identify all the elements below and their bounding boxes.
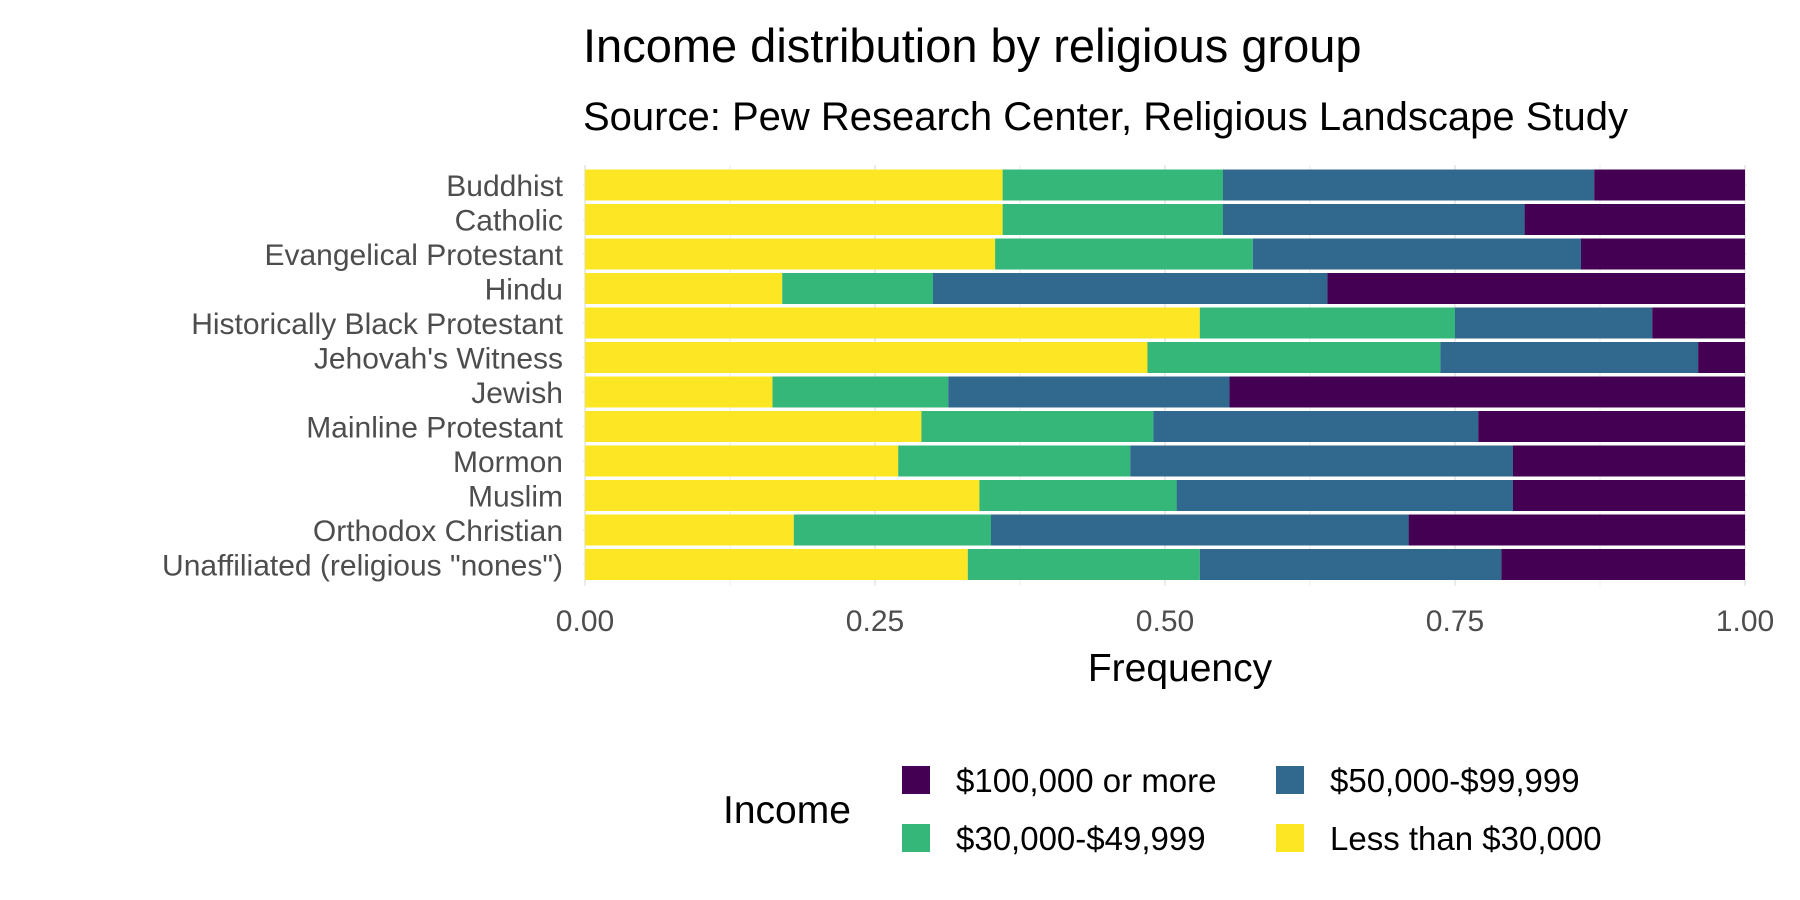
bar-segment-less-than-30-000 (585, 445, 899, 477)
bar-segment-less-than-30-000 (585, 342, 1148, 373)
bar-segment-100-000-or-more (1229, 376, 1745, 408)
category-label: Unaffiliated (religious "nones") (162, 550, 563, 583)
bar-segment-100-000-or-more (1652, 307, 1745, 339)
x-tick-label: 1.00 (1716, 605, 1774, 638)
bar-segment-30-000-49-999 (967, 549, 1200, 580)
bar-segment-30-000-49-999 (921, 411, 1154, 442)
bar-segment-less-than-30-000 (585, 204, 1003, 235)
x-tick-label: 0.25 (846, 605, 904, 638)
bar-segment-30-000-49-999 (793, 514, 991, 546)
category-label: Orthodox Christian (313, 515, 563, 548)
bar-segment-50-000-99-999 (948, 376, 1230, 408)
bar-segment-50-000-99-999 (1223, 169, 1595, 201)
category-label: Jewish (471, 377, 563, 410)
x-tick-label: 0.00 (556, 605, 614, 638)
bar-segment-less-than-30-000 (585, 169, 1003, 201)
bar-segment-50-000-99-999 (1455, 307, 1653, 339)
bar-segment-less-than-30-000 (585, 549, 968, 580)
bar-segment-30-000-49-999 (1002, 169, 1223, 201)
category-label: Buddhist (446, 170, 563, 203)
category-label: Mainline Protestant (306, 412, 563, 445)
chart-title: Income distribution by religious group (583, 19, 1362, 72)
bar-segment-100-000-or-more (1501, 549, 1745, 580)
bar-segment-less-than-30-000 (585, 480, 980, 511)
bar-segment-100-000-or-more (1327, 273, 1745, 304)
bar-segment-100-000-or-more (1408, 514, 1745, 546)
legend-label: $50,000-$99,999 (1330, 762, 1580, 799)
bar-segment-100-000-or-more (1580, 238, 1745, 270)
x-axis-tick-labels: 0.00 0.25 0.50 0.75 1.00 (556, 605, 1774, 638)
bar-segment-less-than-30-000 (585, 238, 996, 270)
bar-segment-50-000-99-999 (991, 514, 1409, 546)
bar-segment-30-000-49-999 (772, 376, 949, 408)
bar-segment-50-000-99-999 (933, 273, 1328, 304)
category-label: Historically Black Protestant (191, 308, 563, 341)
category-label: Mormon (453, 446, 563, 479)
category-label: Evangelical Protestant (264, 239, 563, 272)
legend: Income $100,000 or more $50,000-$99,999 $3… (723, 762, 1602, 857)
legend-key (902, 766, 930, 794)
x-tick-label: 0.50 (1136, 605, 1194, 638)
bar-segment-less-than-30-000 (585, 376, 773, 408)
category-label: Jehovah's Witness (314, 343, 563, 376)
bar-segment-50-000-99-999 (1252, 238, 1581, 270)
bar-segment-less-than-30-000 (585, 514, 794, 546)
bar-segment-50-000-99-999 (1153, 411, 1479, 442)
bar-segment-30-000-49-999 (1199, 307, 1455, 339)
bar-segment-30-000-49-999 (1147, 342, 1441, 373)
legend-label: $30,000-$49,999 (956, 820, 1206, 857)
x-tick-label: 0.75 (1426, 605, 1484, 638)
legend-label: $100,000 or more (956, 762, 1217, 799)
bar-segment-30-000-49-999 (782, 273, 933, 304)
bar-segment-50-000-99-999 (1199, 549, 1502, 580)
bar-segment-30-000-49-999 (1002, 204, 1223, 235)
bar-segment-100-000-or-more (1478, 411, 1745, 442)
bar-segment-100-000-or-more (1698, 342, 1745, 373)
x-axis-title: Frequency (1088, 647, 1273, 690)
bar-segment-less-than-30-000 (585, 411, 922, 442)
legend-key (902, 824, 930, 852)
bar-segment-50-000-99-999 (1176, 480, 1513, 511)
bar-segment-100-000-or-more (1513, 445, 1745, 477)
bar-segment-100-000-or-more (1524, 204, 1745, 235)
bar-segment-30-000-49-999 (979, 480, 1177, 511)
bar-segment-30-000-49-999 (995, 238, 1253, 270)
bar-segment-less-than-30-000 (585, 273, 783, 304)
bar-segment-50-000-99-999 (1130, 445, 1513, 477)
bar-segment-30-000-49-999 (898, 445, 1131, 477)
legend-key (1276, 766, 1304, 794)
bar-segment-100-000-or-more (1513, 480, 1745, 511)
bar-segment-50-000-99-999 (1223, 204, 1525, 235)
bar-segment-100-000-or-more (1594, 169, 1745, 201)
legend-label: Less than $30,000 (1330, 820, 1602, 857)
bar-segment-50-000-99-999 (1440, 342, 1699, 373)
bars-group (585, 169, 1745, 580)
category-label: Catholic (455, 205, 563, 238)
bar-segment-less-than-30-000 (585, 307, 1200, 339)
legend-key (1276, 824, 1304, 852)
category-label: Muslim (468, 481, 563, 514)
category-label: Hindu (485, 274, 563, 307)
legend-title: Income (723, 789, 851, 832)
chart-subtitle: Source: Pew Research Center, Religious L… (583, 95, 1628, 139)
